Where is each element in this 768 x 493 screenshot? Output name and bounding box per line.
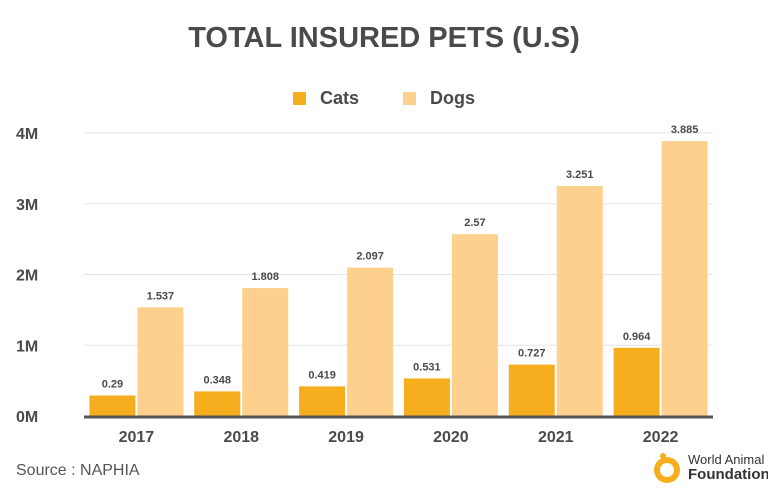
x-tick-label: 2017 [119,429,155,446]
bar-dogs [242,288,289,416]
legend: Cats Dogs [0,88,768,109]
bar-dogs [451,234,498,416]
chart-title: TOTAL INSURED PETS (U.S) [188,22,580,54]
bar-cats [508,364,555,416]
legend-label: Dogs [430,88,475,108]
y-tick-label: 2M [16,268,38,285]
data-label: 0.727 [518,348,546,360]
bar-cats [613,347,660,416]
bar-cats [194,391,241,416]
legend-item-cats: Cats [292,88,359,109]
x-tick-label: 2018 [223,429,259,446]
bar-cats [299,386,346,416]
x-tick-label: 2020 [433,429,469,446]
data-label: 3.251 [566,169,594,181]
y-tick-label: 0M [16,409,38,426]
data-label: 0.348 [203,374,231,386]
data-label: 0.29 [102,378,123,390]
bar-dogs [661,141,708,417]
legend-label: Cats [319,88,359,108]
data-label: 2.097 [356,251,384,263]
y-tick-label: 4M [16,126,38,143]
source-note: Source : NAPHIA [16,462,140,479]
bar-cats [403,378,450,416]
data-label: 0.419 [308,369,336,381]
y-tick-label: 1M [16,338,38,355]
x-tick-label: 2022 [643,429,679,446]
x-tick-label: 2019 [328,429,364,446]
bar-dogs [137,307,184,416]
legend-swatch-dogs [403,92,416,105]
bar-cats [89,395,136,416]
data-label: 1.537 [147,290,175,302]
data-label: 2.57 [464,217,485,229]
y-tick-label: 3M [16,197,38,214]
logo-text: World Animal [688,452,765,467]
legend-swatch-cats [292,92,306,105]
data-label: 3.885 [671,124,699,136]
dog-logo-icon [654,453,680,483]
data-label: 0.531 [413,361,441,373]
data-label: 0.964 [623,331,651,343]
logo-text: Foundation [688,466,768,483]
data-label: 1.808 [251,271,279,283]
logo: World Animal Foundation [652,452,768,484]
legend-item-dogs: Dogs [403,88,475,109]
bar-dogs [556,185,603,416]
bar-dogs [347,267,394,416]
x-tick-label: 2021 [538,429,574,446]
